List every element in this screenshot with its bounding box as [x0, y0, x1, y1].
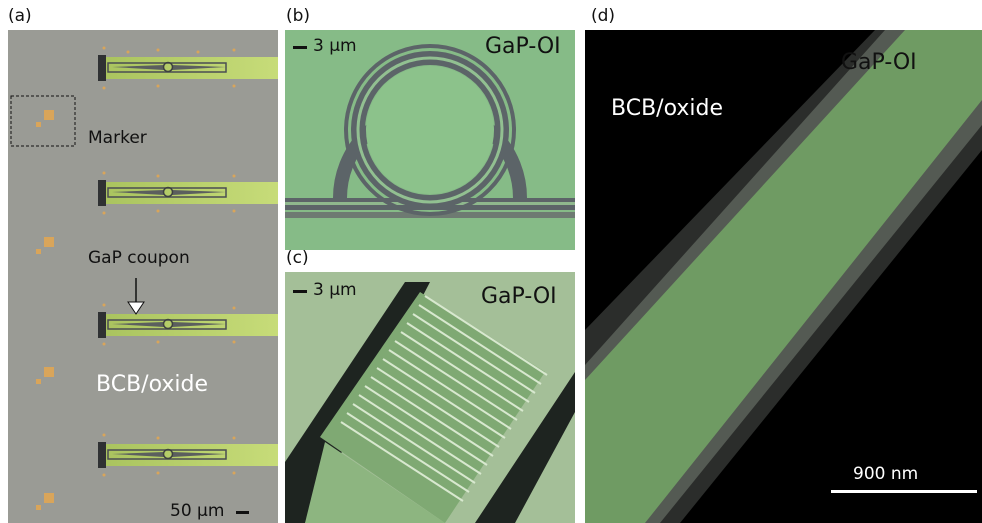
marker-highlight-box [10, 95, 76, 147]
scale-bar-b [293, 46, 307, 49]
waveguide-row-4 [98, 442, 278, 468]
alignment-dots [102, 46, 236, 477]
panel-d-image [585, 30, 982, 523]
gap-oi-label-c: GaP-OI [481, 284, 557, 309]
panel-a-image [8, 30, 278, 523]
panel-d-letter: (d) [591, 6, 616, 26]
panel-c-sem: 3 μm GaP-OI [285, 272, 575, 523]
scale-bar-c [293, 290, 307, 293]
scale-bar-d [831, 490, 977, 493]
panel-b-letter: (b) [286, 6, 311, 26]
panel-b-image [285, 30, 575, 250]
scale-label-c: 3 μm [313, 280, 357, 300]
waveguide-row-3 [98, 312, 278, 338]
scale-label-a: 50 μm [170, 501, 225, 521]
panel-a-micrograph: Marker GaP coupon BCB/oxide 50 μm [8, 30, 278, 523]
panel-b-micrograph: 3 μm GaP-OI [285, 30, 575, 250]
scale-label-d: 900 nm [853, 464, 919, 484]
panel-d-sem: GaP-OI BCB/oxide 900 nm [585, 30, 982, 523]
waveguide-row-1 [98, 55, 278, 81]
scale-bar-a [236, 511, 249, 514]
gap-oi-label-b: GaP-OI [485, 34, 561, 59]
coupon-arrow-head [127, 301, 145, 315]
panel-c-letter: (c) [286, 248, 309, 268]
marker-pads [36, 110, 54, 510]
panel-c-image [285, 272, 575, 523]
gap-oi-label-d: GaP-OI [841, 50, 917, 75]
waveguide-row-2 [98, 180, 278, 206]
scale-label-b: 3 μm [313, 36, 357, 56]
bcb-oxide-label-d: BCB/oxide [611, 96, 723, 121]
bcb-oxide-label-a: BCB/oxide [96, 372, 208, 397]
marker-label: Marker [88, 128, 147, 148]
panel-a-letter: (a) [8, 6, 32, 26]
grating-lines [340, 295, 548, 502]
gap-coupon-label: GaP coupon [88, 248, 190, 268]
